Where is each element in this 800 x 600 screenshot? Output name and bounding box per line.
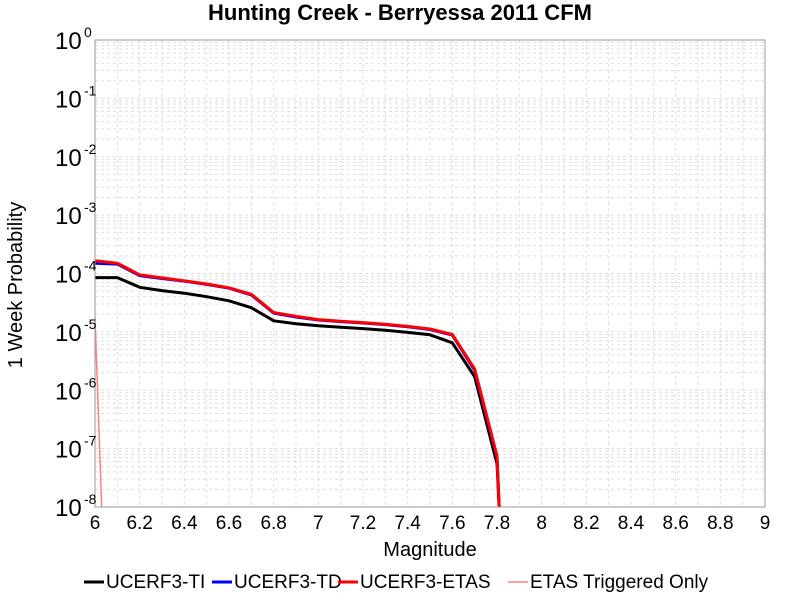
y-tick-label: 10 — [55, 437, 82, 464]
x-tick-label: 7.4 — [394, 513, 421, 534]
y-tick-exponent: -3 — [84, 199, 97, 215]
series-line-ucerf3-etas — [95, 259, 501, 507]
y-tick-label: 10 — [55, 262, 82, 289]
x-tick-label: 8.6 — [662, 513, 688, 534]
legend: UCERF3-TI UCERF3-TD UCERF3-ETAS ETAS Trigge… — [84, 572, 709, 593]
x-tick-label: 7.8 — [484, 513, 510, 534]
x-tick-label: 8.4 — [618, 513, 645, 534]
x-tick-label: 6.2 — [126, 513, 152, 534]
y-tick-label: 10 — [55, 86, 82, 113]
y-tick-exponent: -2 — [84, 141, 97, 157]
x-tick-label: 7.6 — [439, 513, 465, 534]
y-tick-label: 10 — [55, 28, 82, 55]
plot-frame — [94, 39, 766, 508]
y-tick-exponent: -6 — [84, 374, 97, 390]
series-line-ucerf3-ti — [95, 276, 501, 507]
series-line-etas-triggered-only — [95, 316, 103, 507]
y-tick-exponent: -1 — [84, 82, 97, 98]
y-tick-exponent: -8 — [84, 491, 97, 507]
x-tick-label: 8.8 — [707, 513, 733, 534]
x-tick-label: 9 — [760, 513, 771, 534]
x-tick-label: 8 — [536, 513, 547, 534]
y-tick-label: 10 — [55, 320, 82, 347]
legend-label: UCERF3-TD — [234, 572, 342, 593]
x-tick-label: 6 — [90, 513, 101, 534]
x-tick-label: 7.2 — [350, 513, 376, 534]
x-tick-label: 6.4 — [171, 513, 198, 534]
grid-lines — [94, 39, 766, 508]
y-tick-exponent: -4 — [84, 258, 97, 274]
legend-label: UCERF3-ETAS — [360, 572, 491, 593]
series-layer — [95, 259, 501, 507]
y-axis-label: 1 Week Probability — [5, 202, 27, 368]
chart-title: Hunting Creek - Berryessa 2011 CFM — [208, 0, 592, 25]
x-tick-label: 6.8 — [260, 513, 286, 534]
y-tick-exponent: 0 — [84, 24, 92, 40]
x-tick-label: 8.2 — [573, 513, 599, 534]
x-axis-label: Magnitude — [383, 539, 476, 561]
x-tick-label: 6.6 — [216, 513, 242, 534]
y-tick-label: 10 — [55, 495, 82, 522]
y-tick-label: 10 — [55, 378, 82, 405]
legend-label: UCERF3-TI — [106, 572, 205, 593]
y-tick-exponent: -7 — [84, 433, 97, 449]
y-tick-label: 10 — [55, 145, 82, 172]
y-tick-exponent: -5 — [84, 316, 97, 332]
x-tick-labels: 6 6.2 6.4 6.6 6.8 7 7.2 7.4 7.6 7.8 8 8.2 8.4 8.6 8.8 9 — [90, 513, 771, 534]
x-tick-label: 7 — [313, 513, 324, 534]
legend-label: ETAS Triggered Only — [530, 572, 709, 593]
y-tick-label: 10 — [55, 203, 82, 230]
series-line-ucerf3-td — [95, 261, 501, 507]
